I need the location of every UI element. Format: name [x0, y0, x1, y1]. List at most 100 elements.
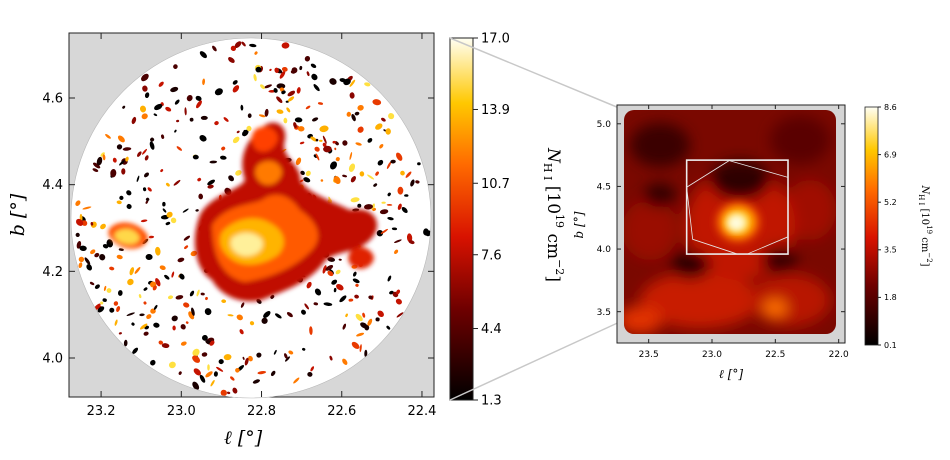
emission-clump: [164, 274, 170, 280]
emission-clump: [352, 278, 360, 284]
x-tick-label: 22.6: [327, 404, 356, 419]
emission-clump: [235, 170, 242, 176]
emission-clump: [75, 200, 81, 207]
emission-clump: [145, 197, 150, 202]
y-tick-label: 4.0: [42, 352, 63, 367]
emission-clump: [138, 294, 142, 299]
emission-clump: [170, 86, 179, 93]
emission-clump: [94, 284, 100, 289]
emission-clump: [221, 146, 226, 151]
emission-clump: [323, 145, 332, 153]
zoom-box: [685, 159, 789, 255]
y-tick-label: 4.6: [42, 92, 63, 107]
emission-clump: [355, 283, 359, 287]
emission-clump: [310, 366, 315, 372]
emission-clump: [283, 117, 288, 124]
emission-clump: [183, 302, 190, 308]
emission-clump: [273, 87, 278, 93]
y-tick-label: 3.5: [597, 308, 611, 318]
emission-clump: [281, 42, 290, 49]
x-tick-label: 22.4: [407, 404, 436, 419]
emission-clump: [376, 229, 384, 237]
emission-clump: [232, 85, 240, 93]
emission-clump: [333, 287, 337, 293]
emission-clump: [276, 83, 286, 89]
emission-clump: [396, 152, 403, 161]
emission-clump: [94, 252, 100, 258]
right-colorbar: 8.6 6.9 5.2 3.5 1.8 0.1 NH I [1019 cm−2]: [864, 103, 933, 350]
emission-clump: [144, 155, 149, 161]
emission-clump: [126, 312, 135, 316]
emission-clump: [106, 288, 112, 293]
emission-clump: [139, 105, 147, 113]
emission-clump: [300, 170, 305, 176]
emission-clump: [127, 278, 134, 286]
emission-clump: [162, 201, 166, 207]
emission-clump: [182, 208, 189, 213]
emission-clump: [253, 73, 257, 82]
emission-clump: [183, 235, 191, 241]
emission-clump: [249, 43, 257, 48]
emission-clump: [147, 187, 152, 192]
emission-clump: [150, 359, 156, 366]
colorbar-tick-label: 1.3: [481, 394, 502, 409]
emission-clump: [110, 169, 117, 178]
emission-clump: [192, 381, 200, 390]
x-tick-label: 23.0: [702, 350, 722, 360]
emission-clump: [405, 171, 412, 178]
emission-clump: [228, 57, 235, 63]
emission-clump: [192, 355, 201, 363]
emission-clump: [102, 154, 106, 161]
emission-clump: [248, 355, 253, 362]
emission-clump: [359, 344, 362, 353]
emission-clump: [117, 290, 123, 296]
emission-clump: [129, 267, 135, 276]
emission-clump: [401, 206, 408, 214]
emission-clump: [218, 359, 224, 365]
colorbar-tick-label: 10.7: [481, 177, 510, 192]
emission-clump: [158, 340, 164, 345]
emission-clump: [394, 239, 402, 243]
central-cloud: [108, 122, 378, 302]
emission-clump: [408, 240, 415, 245]
emission-clump: [176, 119, 180, 123]
colorbar-tick-label: 8.6: [884, 103, 897, 112]
emission-clump: [216, 366, 224, 372]
emission-clump: [132, 347, 139, 354]
emission-clump: [126, 190, 132, 196]
emission-clump: [367, 318, 373, 326]
emission-clump: [352, 271, 357, 277]
emission-clump: [342, 174, 348, 178]
emission-clump: [96, 156, 103, 166]
emission-clump: [199, 135, 207, 142]
emission-clump: [167, 295, 174, 300]
emission-clump: [179, 273, 185, 280]
emission-clump: [232, 136, 240, 144]
emission-clump: [134, 266, 141, 274]
emission-clump: [342, 140, 348, 146]
emission-clump: [106, 239, 114, 248]
emission-clump: [287, 90, 296, 97]
emission-clump: [142, 85, 148, 92]
emission-clump: [139, 323, 148, 330]
y-tick-label: 5.0: [597, 120, 612, 130]
emission-clump: [242, 356, 245, 361]
emission-clump: [212, 45, 217, 52]
emission-clump: [227, 314, 234, 317]
emission-clump: [279, 70, 286, 79]
emission-clump: [349, 79, 356, 87]
emission-clump: [388, 113, 395, 120]
emission-clump: [395, 298, 402, 305]
emission-clump: [121, 168, 126, 175]
emission-clump: [241, 41, 246, 47]
emission-clump: [99, 254, 106, 261]
emission-clump: [375, 123, 383, 130]
emission-clump: [322, 135, 327, 144]
emission-clump: [207, 364, 210, 371]
emission-clump: [166, 211, 173, 218]
emission-clump: [176, 146, 182, 151]
emission-clump: [313, 302, 319, 306]
left-x-axis-label: ℓ [°]: [224, 427, 263, 449]
emission-clump: [396, 289, 401, 295]
emission-clump: [304, 303, 310, 310]
